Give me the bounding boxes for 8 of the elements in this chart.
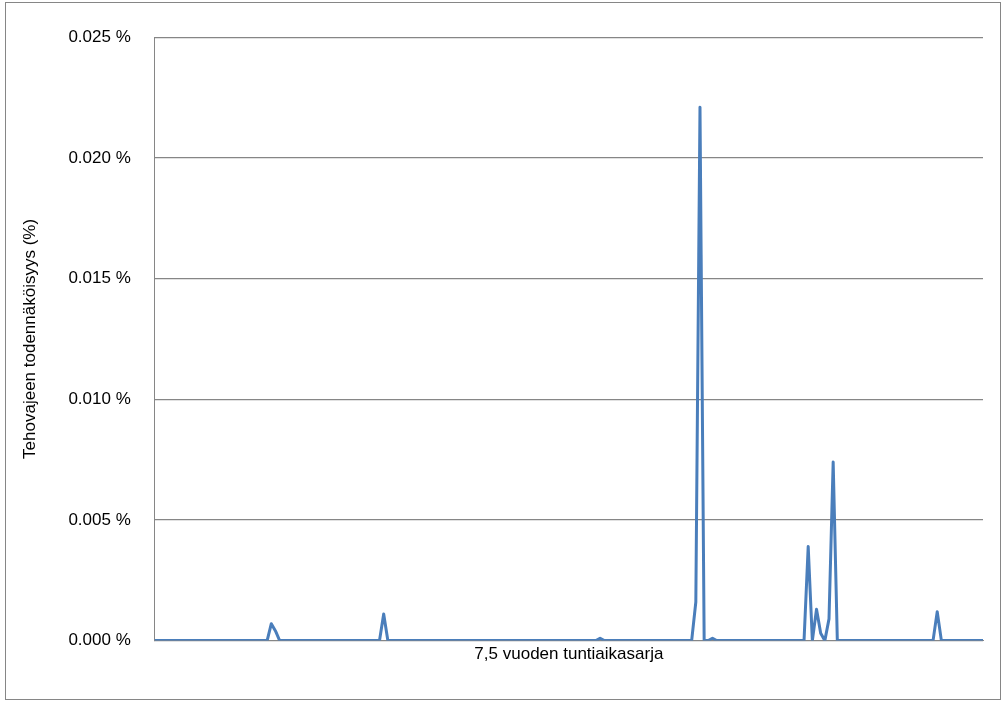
y-axis-title: Tehovajeen todennäköisyys (%) — [19, 218, 39, 459]
y-tick-label: 0.010 % — [68, 388, 131, 408]
y-tick-label: 0.015 % — [68, 268, 131, 288]
y-tick-label: 0.005 % — [68, 509, 131, 529]
y-tick-label: 0.020 % — [68, 147, 131, 167]
y-tick-label: 0.000 % — [68, 630, 131, 650]
y-tick-label: 0.025 % — [68, 26, 131, 46]
x-axis-title: 7,5 vuoden tuntiaikasarja — [474, 644, 664, 664]
